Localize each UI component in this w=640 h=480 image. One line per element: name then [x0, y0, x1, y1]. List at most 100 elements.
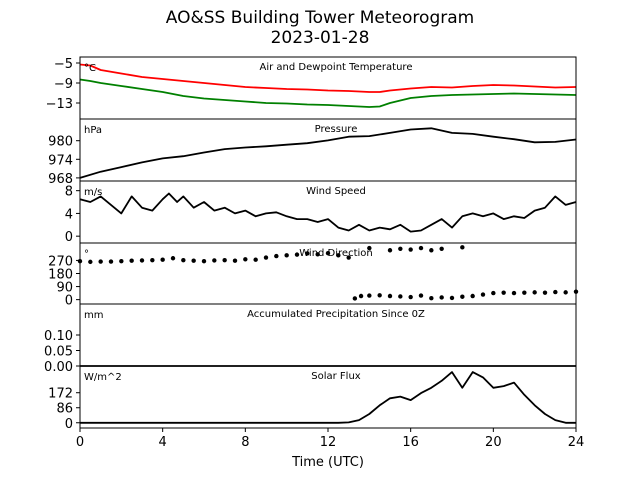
- wind-direction-point: [491, 290, 496, 296]
- y-tick-label: 0.10: [44, 329, 73, 344]
- chart-subtitle: 2023-01-28: [270, 28, 370, 48]
- wind-direction-point: [284, 253, 289, 258]
- y-tick-label: 180: [48, 268, 73, 283]
- x-tick-label: 20: [485, 435, 502, 450]
- wind-direction-point: [263, 255, 269, 260]
- wind-direction-point: [449, 295, 455, 301]
- y-tick-label: 90: [56, 281, 73, 296]
- wind-direction-point: [398, 246, 403, 252]
- y-tick-label: 980: [48, 135, 73, 150]
- wind-direction-point: [170, 256, 176, 261]
- y-tick-label: 0.00: [44, 360, 73, 375]
- y-tick-label: 0: [65, 417, 73, 432]
- wind-direction-point: [418, 293, 424, 298]
- wind-direction-point: [336, 253, 341, 258]
- series-line: [79, 78, 577, 108]
- y-tick-label: 0: [65, 230, 73, 245]
- wind-direction-point: [460, 245, 465, 250]
- wind-direction-point: [398, 294, 403, 299]
- wind-direction-point: [98, 259, 103, 264]
- wind-direction-point: [150, 257, 155, 263]
- wind-direction-point: [408, 294, 413, 300]
- wind-direction-point: [129, 258, 134, 263]
- panel-title: Solar Flux: [311, 371, 361, 382]
- wind-direction-point: [119, 258, 124, 264]
- y-tick-label: 974: [48, 153, 73, 168]
- wind-direction-point: [542, 290, 548, 295]
- wind-direction-point: [212, 258, 217, 263]
- wind-direction-point: [460, 294, 465, 299]
- unit-label: m/s: [84, 187, 102, 198]
- wind-direction-point: [387, 293, 393, 299]
- wind-direction-point: [408, 247, 413, 252]
- y-tick-label: 270: [48, 254, 73, 269]
- x-tick-label: 16: [402, 435, 419, 450]
- series-line: [80, 371, 576, 424]
- x-tick-label: 4: [159, 435, 167, 450]
- wind-direction-point: [377, 293, 382, 298]
- y-tick-label: −5: [54, 57, 73, 72]
- wind-direction-point: [563, 290, 568, 295]
- x-tick-label: 12: [320, 435, 337, 450]
- wind-direction-point: [367, 293, 372, 298]
- y-tick-label: 4: [65, 207, 73, 222]
- wind-direction-point: [274, 253, 279, 259]
- wind-direction-point: [367, 245, 372, 251]
- unit-label: W/m^2: [84, 372, 122, 383]
- wind-direction-point: [243, 257, 248, 262]
- wind-direction-point: [222, 257, 227, 263]
- wind-direction-point: [418, 245, 424, 251]
- wind-direction-point: [470, 293, 475, 299]
- x-tick-label: 24: [568, 435, 585, 450]
- x-axis-label: Time (UTC): [291, 455, 364, 470]
- y-tick-label: 0: [65, 294, 73, 309]
- unit-label: mm: [84, 310, 103, 321]
- wind-direction-point: [201, 258, 207, 264]
- panel-title: Wind Speed: [306, 186, 366, 197]
- y-tick-label: 172: [48, 387, 73, 402]
- wind-direction-point: [429, 248, 434, 253]
- wind-direction-point: [191, 258, 196, 263]
- unit-label: hPa: [84, 125, 102, 136]
- wind-direction-point: [511, 290, 517, 296]
- wind-direction-point: [480, 292, 486, 297]
- wind-direction-point: [532, 290, 537, 295]
- panel-title: Air and Dewpoint Temperature: [260, 62, 413, 73]
- wind-direction-point: [358, 293, 364, 299]
- y-tick-label: 968: [48, 172, 73, 187]
- panel-title: Wind Direction: [299, 248, 373, 259]
- y-tick-label: 8: [65, 185, 73, 200]
- wind-direction-point: [387, 248, 393, 253]
- unit-label: °C: [84, 63, 96, 74]
- wind-direction-point: [294, 252, 300, 257]
- y-tick-label: 0.05: [44, 345, 73, 360]
- wind-direction-point: [253, 257, 258, 262]
- wind-direction-point: [315, 252, 320, 257]
- wind-direction-point: [553, 289, 558, 295]
- wind-direction-point: [305, 251, 310, 256]
- wind-direction-point: [232, 258, 238, 263]
- wind-direction-point: [108, 259, 114, 264]
- wind-direction-point: [439, 246, 444, 252]
- wind-direction-point: [160, 257, 165, 262]
- series-line: [79, 192, 577, 233]
- chart-title: AO&SS Building Tower Meteorogram: [165, 8, 475, 28]
- unit-label: °: [84, 249, 89, 260]
- series-line: [79, 63, 577, 93]
- wind-direction-point: [88, 259, 93, 265]
- wind-direction-point: [325, 250, 331, 256]
- y-tick-label: −13: [46, 97, 73, 112]
- wind-direction-point: [439, 295, 444, 300]
- panel-title: Pressure: [315, 124, 358, 135]
- wind-direction-point: [429, 295, 434, 301]
- x-tick-label: 8: [241, 435, 249, 450]
- wind-direction-point: [352, 296, 358, 301]
- y-tick-label: 86: [56, 402, 73, 417]
- y-tick-label: −9: [54, 77, 73, 92]
- wind-direction-point: [181, 257, 186, 263]
- wind-direction-point: [501, 290, 506, 295]
- panel-title: Accumulated Precipitation Since 0Z: [247, 309, 425, 320]
- wind-direction-point: [522, 290, 527, 295]
- x-tick-label: 0: [76, 435, 84, 450]
